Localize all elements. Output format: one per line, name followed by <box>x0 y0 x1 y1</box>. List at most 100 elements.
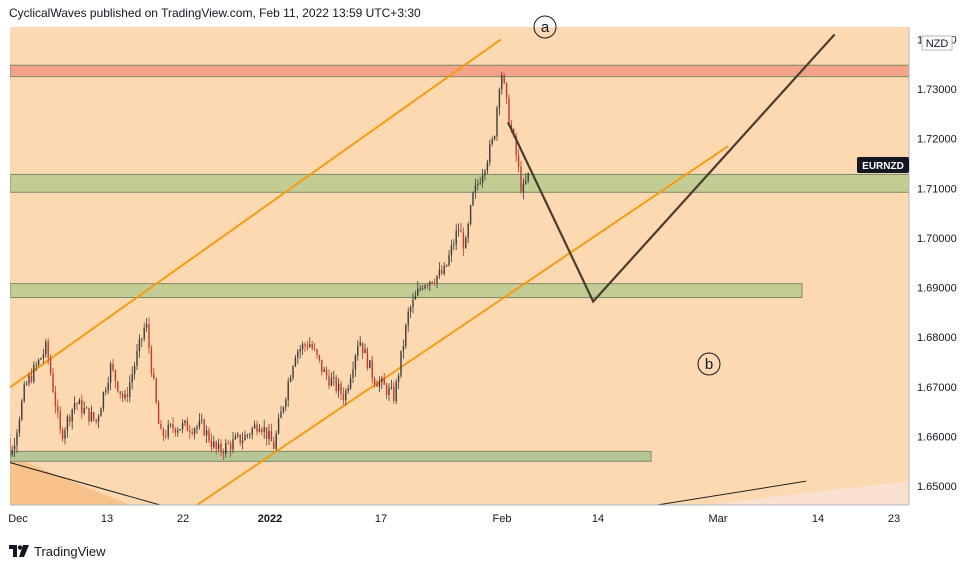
candle-body <box>345 390 347 401</box>
candle <box>337 378 340 398</box>
candle-body <box>165 435 167 437</box>
candle-body <box>409 307 412 312</box>
candle <box>59 406 61 435</box>
candle <box>393 381 395 404</box>
candle-body <box>383 378 385 385</box>
candle <box>109 361 112 391</box>
wave-label-b: b <box>697 352 721 376</box>
candle <box>294 355 297 368</box>
wave-label-a-text: a <box>541 19 550 36</box>
candle <box>486 159 489 175</box>
candle <box>429 280 431 291</box>
candle-body <box>282 407 285 412</box>
candle-body <box>208 430 210 441</box>
candle <box>275 430 277 452</box>
candle <box>102 391 105 412</box>
candle <box>66 414 69 438</box>
candle-body <box>273 441 275 449</box>
candle-body <box>294 357 297 367</box>
candle <box>256 420 258 436</box>
price-tick-label: 1.68000 <box>917 332 957 344</box>
lower-left-shaded-area <box>10 456 130 505</box>
candle-body <box>148 324 150 349</box>
time-tick-label: Mar <box>709 513 728 525</box>
candle-body <box>275 433 277 449</box>
candle-body <box>481 175 484 183</box>
candle <box>325 366 328 381</box>
time-tick-label: Dec <box>8 513 28 525</box>
candle <box>25 380 28 386</box>
candle <box>196 424 198 434</box>
candle-body <box>23 384 25 401</box>
candle-body <box>78 400 81 405</box>
time-tick-label: 22 <box>177 513 189 525</box>
candle <box>388 383 390 402</box>
candle-body <box>366 348 369 369</box>
candle-body <box>61 429 64 439</box>
candle-body <box>469 205 472 225</box>
candle <box>169 422 172 428</box>
candle-body <box>496 107 498 137</box>
candle <box>426 283 429 290</box>
candle-body <box>309 344 311 348</box>
candle-body <box>371 360 373 379</box>
candle <box>189 424 191 439</box>
candle <box>349 374 352 391</box>
candle-body <box>258 429 261 432</box>
candle <box>270 423 273 442</box>
candle <box>376 380 378 387</box>
candle-body <box>287 381 289 400</box>
candle-body <box>112 363 114 371</box>
candle <box>251 426 253 440</box>
candle <box>225 438 227 458</box>
candle <box>498 87 501 116</box>
candle <box>436 275 438 288</box>
candle <box>54 385 57 414</box>
footer: TradingView <box>9 542 106 560</box>
candle-body <box>81 400 83 414</box>
time-tick-label: 2022 <box>258 513 282 525</box>
candle-body <box>215 441 217 449</box>
candle <box>131 366 133 390</box>
candle-body <box>421 288 424 290</box>
candle-body <box>129 382 131 397</box>
candle <box>465 235 467 249</box>
candle-body <box>321 359 323 372</box>
candle <box>222 448 225 461</box>
candle <box>93 411 95 422</box>
candle-body <box>347 388 349 391</box>
candle-body <box>441 269 443 274</box>
candle-body <box>436 275 438 284</box>
candle-body <box>393 387 395 402</box>
candle-body <box>174 428 177 433</box>
candle-body <box>145 324 148 328</box>
candle <box>138 334 141 358</box>
candle-body <box>333 377 335 379</box>
candle-body <box>429 281 431 286</box>
candle-body <box>479 182 481 184</box>
zone-support-2 <box>10 283 803 299</box>
candle-body <box>73 403 76 410</box>
candle <box>49 354 52 376</box>
candle <box>85 406 88 409</box>
candle <box>359 335 361 347</box>
candle <box>501 71 503 95</box>
candle-body <box>251 428 253 435</box>
candle <box>208 427 210 444</box>
candle <box>73 396 76 414</box>
candle <box>4 425 5 439</box>
candle-body <box>465 237 467 249</box>
candle <box>280 405 282 419</box>
candle-body <box>220 443 222 452</box>
symbol-tag-label: EURNZD <box>862 161 904 172</box>
candle-body <box>186 420 189 431</box>
candle-body <box>229 443 232 450</box>
symbol-price-tag <box>857 157 909 173</box>
candle <box>277 413 280 435</box>
candle <box>126 387 129 403</box>
candle-body <box>400 350 402 376</box>
candle <box>18 416 21 438</box>
candle-body <box>352 369 354 379</box>
candle <box>165 429 167 439</box>
